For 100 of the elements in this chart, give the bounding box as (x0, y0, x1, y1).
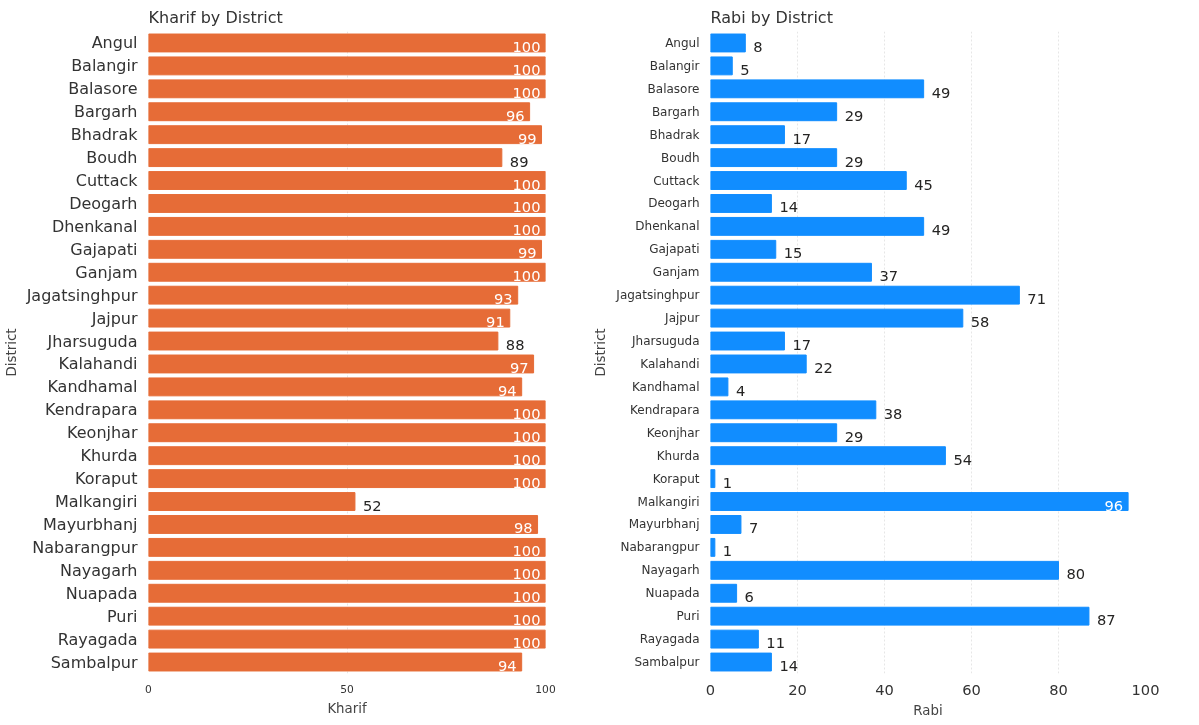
data-label: 100 (512, 60, 541, 78)
bar (710, 446, 946, 466)
data-label: 1 (722, 542, 733, 560)
data-label: 100 (512, 198, 541, 216)
bar (710, 285, 1020, 305)
data-label: 94 (498, 381, 517, 399)
y-tick-label: Bhadrak (70, 125, 139, 145)
x-tick-label: 80 (1049, 680, 1068, 698)
y-tick-label: Balangir (649, 58, 700, 73)
x-axis-title: Kharif (327, 700, 367, 716)
y-tick-label: Koraput (75, 469, 138, 489)
y-tick-label: Puri (106, 606, 138, 626)
bar (710, 583, 738, 603)
data-label: 100 (512, 37, 541, 55)
bar (148, 239, 543, 259)
bar (710, 148, 838, 168)
data-label: 98 (513, 519, 533, 537)
data-label: 37 (879, 267, 899, 285)
bar (148, 469, 546, 489)
bar (710, 400, 877, 420)
y-tick-label: Sambalpur (50, 652, 138, 672)
data-label: 14 (779, 198, 799, 216)
bar (148, 537, 546, 557)
data-label: 100 (512, 175, 541, 193)
y-tick-label: Boudh (86, 148, 138, 168)
bar (148, 400, 546, 420)
bar (148, 560, 546, 580)
y-tick-label: Gajapati (70, 239, 138, 259)
data-label: 100 (512, 588, 541, 606)
data-label: 11 (766, 634, 786, 652)
y-tick-label: Puri (676, 609, 700, 624)
data-label: 99 (517, 129, 537, 147)
y-tick-label: Angul (91, 33, 138, 53)
y-tick-label: Balangir (71, 56, 138, 76)
y-tick-label: Balasore (68, 79, 138, 99)
bar (148, 171, 546, 190)
bar (148, 446, 546, 466)
data-label: 52 (362, 496, 382, 514)
y-tick-label: Kalahandi (58, 354, 138, 374)
y-tick-label: Deogarh (648, 196, 700, 211)
y-tick-label: Boudh (661, 150, 700, 165)
y-tick-label: Khurda (80, 446, 138, 466)
y-tick-label: Kalahandi (640, 356, 700, 371)
data-label: 14 (779, 657, 799, 675)
chart-title: Rabi by District (710, 7, 833, 27)
x-tick-label: 0 (145, 682, 153, 696)
bar (710, 560, 1059, 580)
data-label: 89 (509, 152, 529, 170)
data-label: 54 (953, 450, 973, 468)
data-label: 8 (753, 37, 763, 55)
bar (710, 606, 1090, 626)
y-tick-label: Deogarh (69, 193, 138, 213)
y-tick-label: Ganjam (652, 265, 700, 280)
y-tick-label: Nuapada (65, 583, 138, 603)
y-tick-label: Bargarh (651, 104, 700, 119)
y-tick-label: Cuttack (653, 173, 700, 188)
y-tick-label: Jajpur (664, 311, 700, 326)
y-axis-title: District (593, 328, 609, 377)
y-tick-label: Nayagarh (60, 560, 138, 580)
bar (148, 377, 523, 397)
y-tick-label: Jagatsinghpur (615, 288, 700, 303)
y-tick-label: Malkangiri (637, 494, 700, 509)
bar (148, 629, 546, 649)
data-label: 6 (744, 588, 754, 606)
x-tick-label: 40 (875, 680, 894, 698)
y-tick-label: Angul (665, 35, 700, 50)
bar (710, 492, 1129, 511)
bar (148, 583, 546, 603)
bar (148, 33, 546, 53)
data-label: 100 (512, 450, 541, 468)
bar (710, 469, 716, 489)
bar (710, 56, 733, 76)
y-tick-label: Bhadrak (649, 127, 700, 142)
y-tick-label: Bargarh (74, 102, 138, 122)
data-label: 96 (505, 106, 525, 124)
y-tick-label: Dhenkanal (51, 216, 138, 236)
data-label: 29 (844, 106, 864, 124)
y-tick-label: Kendrapara (44, 400, 138, 420)
bar (148, 148, 503, 168)
data-label: 49 (931, 221, 951, 239)
chart-title: Kharif by District (148, 7, 283, 27)
y-tick-label: Koraput (652, 471, 700, 486)
data-label: 100 (512, 611, 541, 629)
data-label: 100 (512, 473, 541, 491)
data-label: 71 (1027, 290, 1047, 308)
data-label: 4 (735, 381, 746, 399)
y-tick-label: Mayurbhanj (628, 517, 700, 532)
bar (148, 492, 356, 511)
bar (148, 423, 546, 443)
data-label: 80 (1066, 565, 1086, 583)
bar (710, 79, 925, 99)
bar (148, 515, 539, 534)
data-label: 17 (792, 336, 812, 354)
y-tick-label: Jharsuguda (631, 334, 700, 349)
bar (710, 262, 872, 282)
bar (710, 331, 785, 351)
y-tick-label: Cuttack (75, 171, 139, 191)
data-label: 100 (512, 542, 541, 560)
y-tick-label: Balasore (647, 81, 700, 96)
bar (710, 308, 964, 328)
